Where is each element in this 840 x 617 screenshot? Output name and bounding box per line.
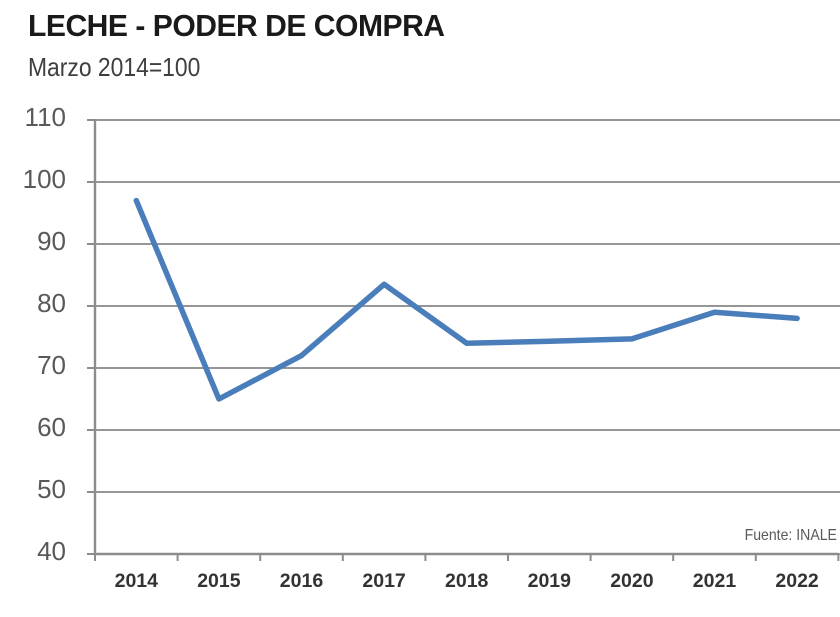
y-axis-label-80: 80: [37, 288, 66, 318]
x-axis-label-2020: 2020: [610, 570, 654, 592]
chart-title: LECHE - PODER DE COMPRA: [28, 8, 445, 43]
x-axis-label-2015: 2015: [197, 570, 241, 592]
y-axis-label-60: 60: [37, 412, 66, 442]
x-axis-label-2014: 2014: [115, 570, 159, 592]
y-axis-label-50: 50: [37, 474, 66, 504]
x-axis-label-2017: 2017: [362, 570, 405, 592]
x-axis-label-2019: 2019: [528, 570, 572, 592]
y-axis-label-70: 70: [37, 350, 66, 380]
y-axis-label-90: 90: [37, 226, 66, 256]
source-label: Fuente: INALE: [744, 527, 837, 544]
data-line-series-0: [133, 197, 800, 402]
y-axis-label-40: 40: [37, 536, 66, 566]
y-axis-label-110: 110: [25, 102, 66, 132]
x-axis-label-2016: 2016: [280, 570, 324, 592]
x-axis-label-2018: 2018: [445, 570, 489, 592]
y-axis-label-100: 100: [23, 164, 66, 194]
x-axis-label-2022: 2022: [775, 570, 819, 592]
chart-subtitle: Marzo 2014=100: [28, 52, 201, 82]
x-axis-label-2021: 2021: [693, 570, 737, 592]
